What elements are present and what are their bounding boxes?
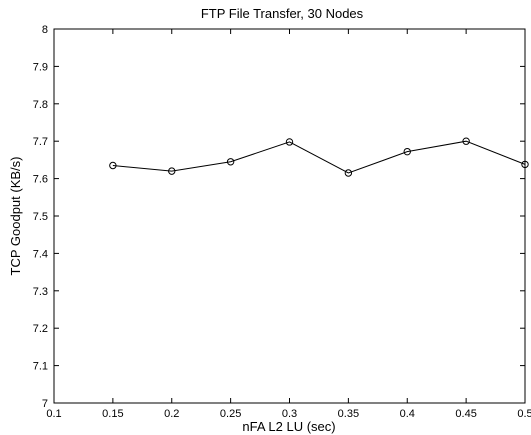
data-point-marker — [285, 138, 294, 146]
x-tick-label: 0.1 — [46, 408, 61, 420]
y-tick-label: 7.2 — [33, 323, 48, 335]
data-point-marker — [344, 169, 353, 177]
x-tick-label: 0.3 — [282, 408, 297, 420]
data-point-marker — [226, 158, 235, 166]
axis-ticks: 0.1 0.15 0.2 0.25 0.3 0.35 0.4 0.45 0.5 7 7.1 7.2 7.… — [33, 24, 531, 420]
x-tick-label: 0.25 — [220, 408, 241, 420]
data-point-marker — [403, 147, 411, 156]
y-tick-label: 7.1 — [33, 361, 48, 373]
y-tick-label: 8 — [42, 24, 48, 36]
plot-area — [53, 28, 526, 404]
data-point-marker — [168, 167, 176, 175]
data-point-marker — [462, 137, 470, 145]
y-tick-label: 7 — [42, 398, 48, 410]
data-point-marker — [109, 161, 117, 170]
x-axis-label: nFA L2 LU (sec) — [242, 419, 335, 434]
x-tick-label: 0.5 — [517, 408, 531, 420]
data-point-marker — [521, 160, 529, 169]
series-line — [112, 140, 526, 174]
y-tick-label: 7.6 — [33, 174, 48, 186]
chart-title: FTP File Transfer, 30 Nodes — [201, 6, 364, 21]
y-tick-label: 7.4 — [33, 248, 48, 260]
y-tick-label: 7.5 — [33, 211, 48, 223]
x-tick-label: 0.45 — [455, 408, 476, 420]
x-tick-label: 0.2 — [164, 408, 179, 420]
x-tick-label: 0.35 — [338, 408, 359, 420]
y-tick-label: 7.8 — [33, 99, 48, 111]
y-tick-label: 7.7 — [33, 136, 48, 148]
data-series — [109, 137, 529, 177]
x-tick-label: 0.4 — [400, 408, 415, 420]
y-axis-label: TCP Goodput (KB/s) — [8, 157, 23, 276]
x-tick-label: 0.15 — [102, 408, 123, 420]
y-tick-label: 7.9 — [33, 61, 48, 73]
y-tick-label: 7.3 — [33, 286, 48, 298]
